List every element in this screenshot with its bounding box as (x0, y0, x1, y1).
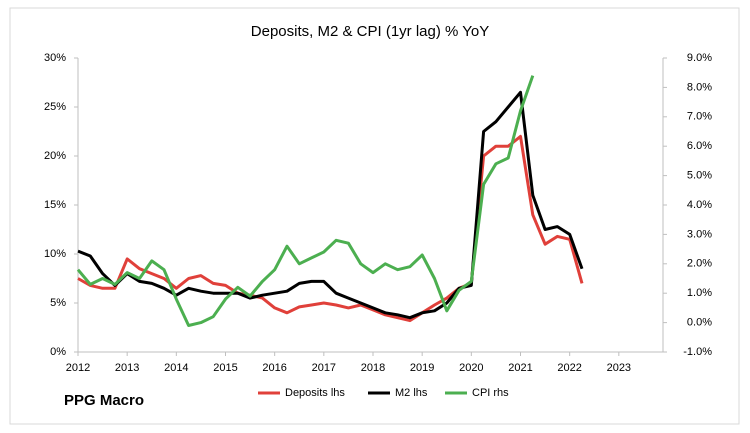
y-tick-label: 15% (44, 199, 66, 211)
y-tick-label: 0% (50, 346, 66, 358)
y-tick-label: 20% (44, 150, 66, 162)
y2-tick-label: 1.0% (687, 287, 712, 299)
x-tick-label: 2013 (115, 362, 139, 374)
y2-tick-label: 6.0% (687, 140, 712, 152)
y-tick-label: 25% (44, 101, 66, 113)
y-tick-label: 10% (44, 248, 66, 260)
y-tick-label: 30% (44, 52, 66, 64)
x-tick-label: 2015 (213, 362, 237, 374)
y2-tick-label: 9.0% (687, 52, 712, 64)
chart-title: Deposits, M2 & CPI (1yr lag) % YoY (251, 23, 489, 40)
y2-tick-label: 8.0% (687, 81, 712, 93)
x-tick-label: 2017 (312, 362, 336, 374)
x-tick-label: 2023 (607, 362, 631, 374)
x-tick-label: 2022 (557, 362, 581, 374)
source-label: PPG Macro (64, 392, 144, 409)
x-tick-label: 2021 (508, 362, 532, 374)
y2-tick-label: 4.0% (687, 199, 712, 211)
y2-tick-label: 0.0% (687, 317, 712, 329)
series-line (76, 75, 535, 327)
chart-border (9, 7, 740, 425)
y2-tick-label: 2.0% (687, 258, 712, 270)
legend-label: CPI rhs (472, 387, 509, 399)
y2-tick-label: -1.0% (683, 346, 712, 358)
legend-label: Deposits lhs (285, 387, 345, 399)
x-tick-label: 2019 (410, 362, 434, 374)
x-tick-label: 2012 (66, 362, 90, 374)
legend-label: M2 lhs (395, 387, 428, 399)
series-line (77, 90, 584, 320)
y2-tick-label: 3.0% (687, 228, 712, 240)
x-tick-label: 2014 (164, 362, 188, 374)
y2-tick-label: 7.0% (687, 111, 712, 123)
x-tick-label: 2016 (262, 362, 286, 374)
series-line (77, 134, 584, 323)
x-tick-label: 2018 (361, 362, 385, 374)
y2-tick-label: 5.0% (687, 170, 712, 182)
x-tick-label: 2020 (459, 362, 483, 374)
y-tick-label: 5% (50, 297, 66, 309)
